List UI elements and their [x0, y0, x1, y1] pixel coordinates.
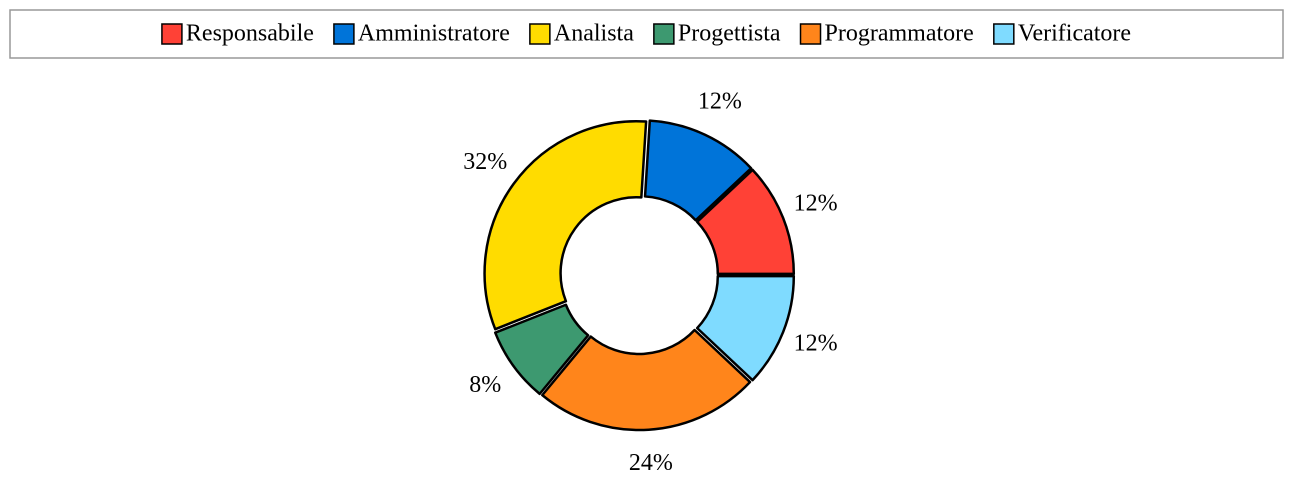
legend-label: Amministratore — [358, 21, 510, 47]
legend-swatch — [653, 23, 675, 45]
donut-slice — [643, 119, 753, 222]
donut-slice — [695, 168, 796, 276]
donut-slice — [483, 119, 648, 331]
legend-swatch — [333, 23, 355, 45]
data-label: 12% — [698, 89, 742, 115]
legend-label: Programmatore — [825, 21, 974, 47]
donut-slice — [695, 274, 796, 382]
donut-slice — [493, 303, 590, 396]
data-label: 24% — [629, 450, 673, 476]
legend-label: Progettista — [678, 21, 781, 47]
legend-swatch — [529, 23, 551, 45]
legend-swatch — [161, 23, 183, 45]
legend-box — [9, 9, 1284, 59]
legend-swatch — [993, 23, 1015, 45]
data-label: 8% — [469, 372, 501, 398]
legend-label: Responsabile — [186, 21, 314, 47]
data-label: 12% — [794, 191, 838, 217]
data-label: 12% — [794, 330, 838, 356]
legend-label: Analista — [554, 21, 634, 47]
legend-label: Verificatore — [1018, 21, 1131, 47]
legend-swatch — [799, 23, 822, 45]
data-label: 32% — [463, 149, 507, 175]
donut-slice — [541, 328, 752, 432]
